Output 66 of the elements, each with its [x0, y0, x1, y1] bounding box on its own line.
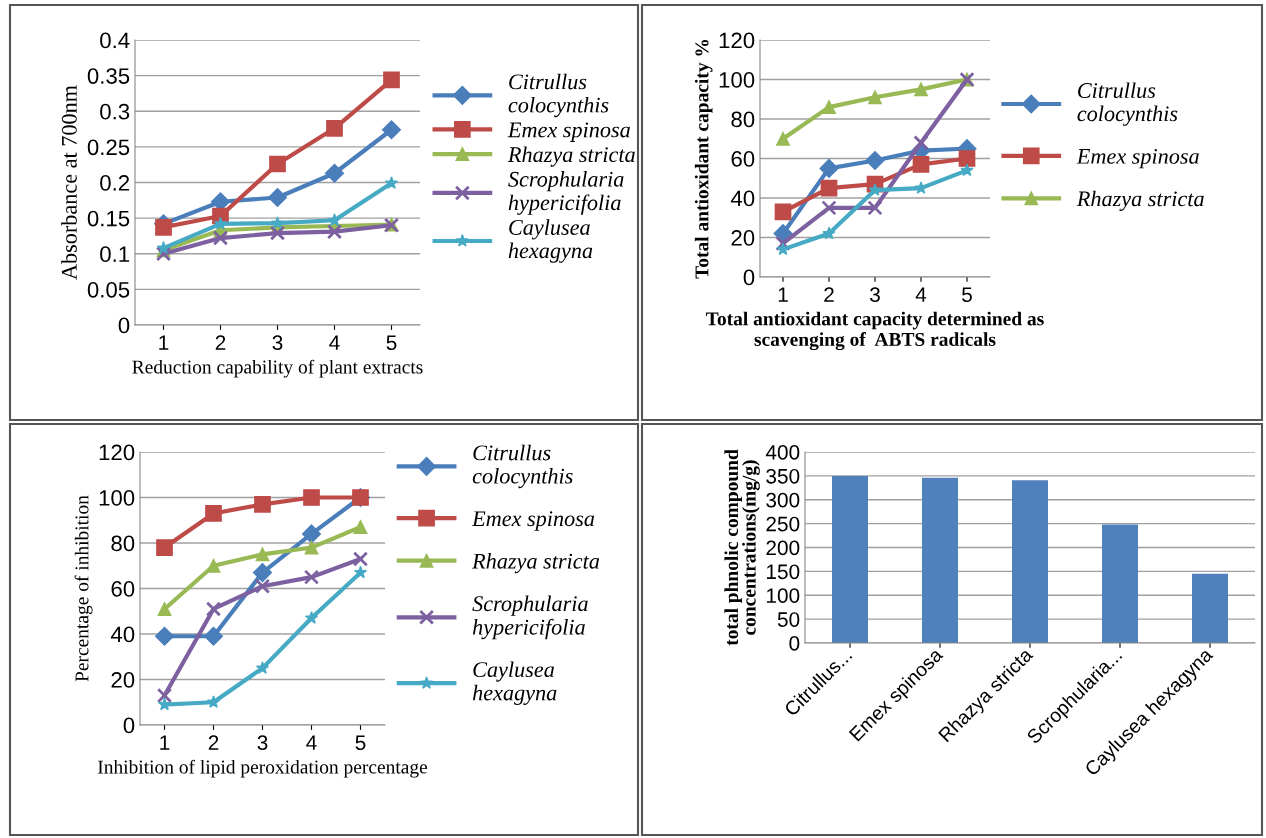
y-tick-label: 80	[111, 535, 135, 552]
x-tick-label: 1	[159, 335, 169, 350]
y-axis-title: Total antioxidant capacity %	[694, 39, 713, 279]
y-tick-label: 0.15	[87, 210, 130, 227]
legend-label: Emex spinosa	[507, 122, 630, 142]
x-tick-label: 4	[306, 735, 317, 750]
x-tick-label: 2	[215, 335, 226, 350]
legend-label: Rhazya stricta	[1076, 190, 1204, 211]
x-tick-label: 2	[824, 287, 834, 302]
y-tick-label: 20	[731, 230, 755, 246]
x-axis-title: Reduction capability of plant extracts	[132, 359, 423, 378]
x-axis-title: Inhibition of lipid peroxidation percentage	[97, 759, 428, 778]
y-tick-label: 100	[719, 72, 755, 88]
y-tick-label: 50	[777, 612, 800, 627]
y-tick-label: 0	[743, 269, 755, 286]
y-tick-label: 20	[111, 672, 135, 688]
y-tick-label: 0	[123, 717, 135, 734]
y-tick-label: 0.35	[87, 68, 130, 84]
y-tick-label: 0.05	[87, 281, 130, 298]
y-tick-label: 0.2	[100, 175, 130, 191]
legend-label: Rhazya stricta	[472, 553, 600, 574]
legend-label: Citrullus colocynthis	[1077, 82, 1178, 126]
legend-label: Scrophularia hypericifolia	[508, 171, 624, 215]
y-tick-label: 350	[766, 468, 800, 484]
y-tick-label: 0.4	[100, 32, 130, 49]
y-tick-label: 60	[731, 151, 755, 167]
y-tick-label: 100	[766, 588, 800, 603]
legend-label: Emex spinosa	[471, 511, 595, 531]
x-tick-label: 4	[915, 287, 927, 302]
y-tick-label: 0.1	[100, 246, 130, 263]
y-axis-title: total phnolic compound concentrations(mg/g)	[724, 449, 760, 646]
x-tick-label: 2	[208, 735, 219, 750]
y-tick-label: 100	[99, 490, 135, 506]
x-tick-label: 3	[257, 735, 268, 751]
x-tick-label: 5	[962, 287, 972, 303]
y-tick-label: 0.3	[100, 103, 130, 120]
x-tick-label: 1	[778, 287, 788, 302]
y-tick-label: 120	[719, 32, 755, 49]
legend-label: Caylusea hexagyna	[508, 219, 593, 263]
y-axis-title: Absorbance at 700nm	[61, 85, 77, 280]
x-tick-label: 3	[870, 287, 880, 303]
x-tick-label: 5	[355, 735, 366, 751]
y-tick-label: 200	[766, 540, 800, 556]
y-tick-label: 0	[789, 636, 800, 651]
y-tick-label: 120	[99, 444, 135, 461]
y-tick-label: 0.25	[87, 139, 130, 156]
x-axis-title: Total antioxidant capacity determined as scavenging of ABTS radicals	[706, 311, 1044, 351]
y-tick-label: 80	[731, 111, 755, 128]
x-tick-label: 4	[329, 335, 340, 350]
y-tick-label: 0	[118, 317, 130, 334]
legend-label: Scrophularia hypericifolia	[472, 595, 588, 640]
legend-label: Emex spinosa	[1076, 148, 1199, 169]
y-tick-label: 250	[766, 516, 800, 532]
x-tick-label: 3	[272, 335, 283, 351]
legend-label: Rhazya stricta	[507, 146, 635, 167]
x-tick-label: 5	[386, 335, 397, 351]
legend-label: Citrullus colocynthis	[508, 73, 609, 118]
legend-label: Citrullus colocynthis	[472, 444, 573, 489]
y-tick-label: 60	[111, 581, 135, 597]
y-tick-label: 400	[765, 445, 800, 460]
y-tick-label: 40	[730, 190, 755, 207]
y-tick-label: 40	[110, 626, 135, 643]
y-axis-title: Percentage of inhibition	[74, 495, 93, 682]
y-tick-label: 300	[766, 492, 800, 508]
y-tick-label: 150	[766, 564, 800, 580]
x-tick-label: 1	[160, 735, 170, 750]
